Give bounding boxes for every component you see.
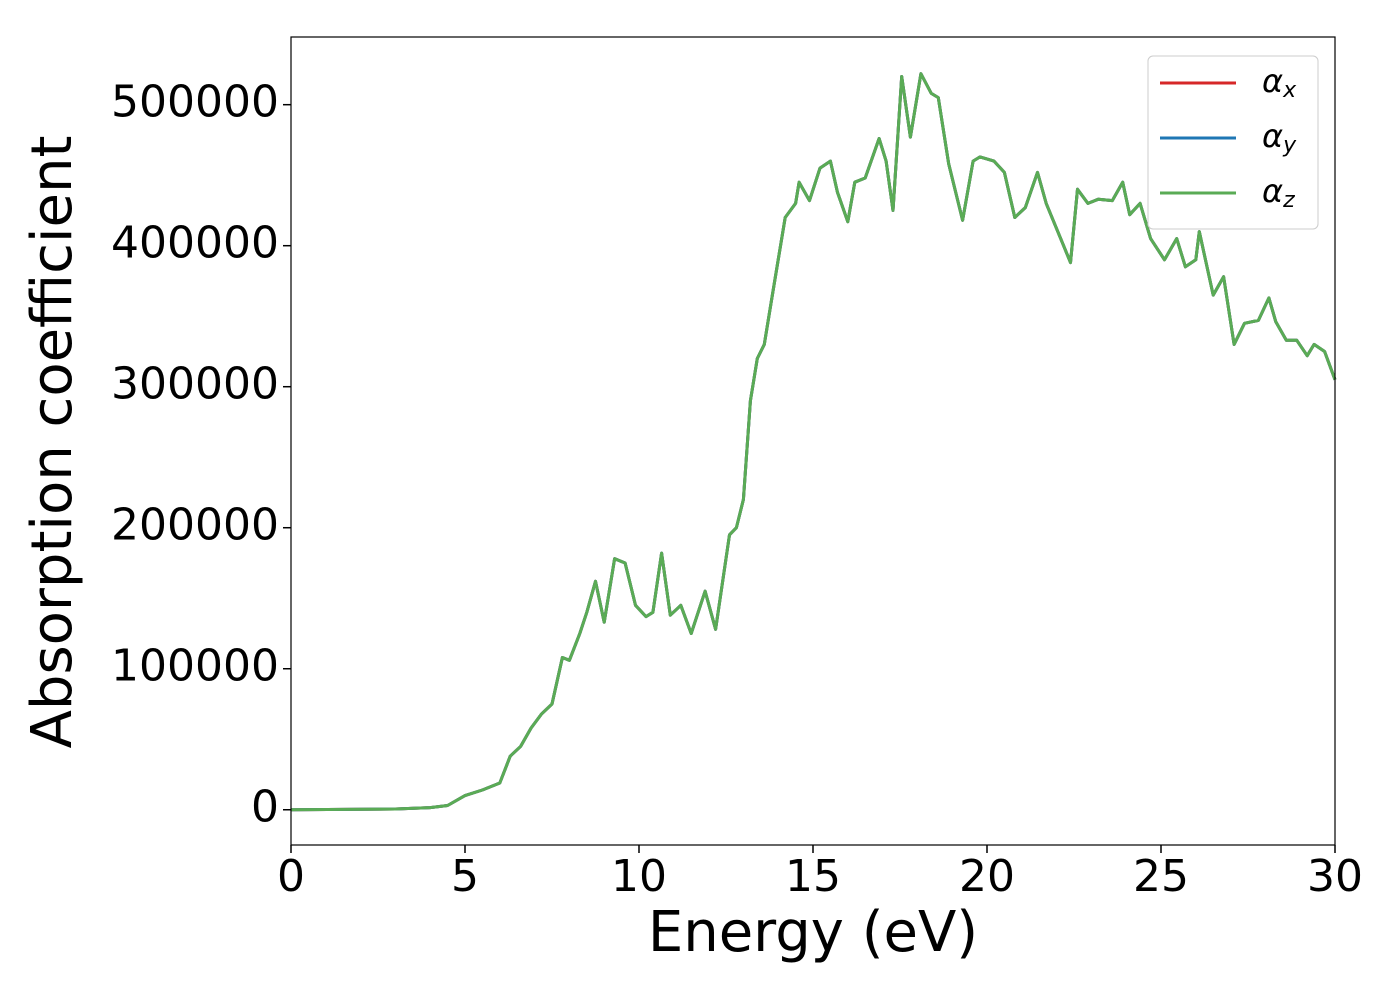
y-axis-label: Absorption coefficient xyxy=(20,136,85,749)
x-tick-label: 0 xyxy=(277,851,305,902)
legend-box xyxy=(1147,55,1319,230)
x-tick-label: 25 xyxy=(1133,851,1189,902)
y-tick-label: 200000 xyxy=(111,500,279,551)
x-axis-label: Energy (eV) xyxy=(648,900,978,965)
line-series xyxy=(290,72,1337,812)
x-tick-label: 10 xyxy=(611,851,667,902)
x-tick-label: 30 xyxy=(1307,851,1363,902)
y-tick-label: 500000 xyxy=(111,77,279,128)
x-tick-label: 20 xyxy=(959,851,1015,902)
y-tick-label: 400000 xyxy=(111,218,279,269)
legend-label: αy xyxy=(1262,117,1297,158)
y-tick-label: 100000 xyxy=(111,641,279,692)
legend-label: αx xyxy=(1262,62,1297,103)
y-tick-label: 300000 xyxy=(111,359,279,410)
legend-label: αz xyxy=(1262,172,1295,213)
x-tick-label: 5 xyxy=(451,851,479,902)
x-tick-label: 15 xyxy=(785,851,841,902)
plot-frame xyxy=(290,36,1336,846)
y-tick-label: 0 xyxy=(251,782,279,833)
